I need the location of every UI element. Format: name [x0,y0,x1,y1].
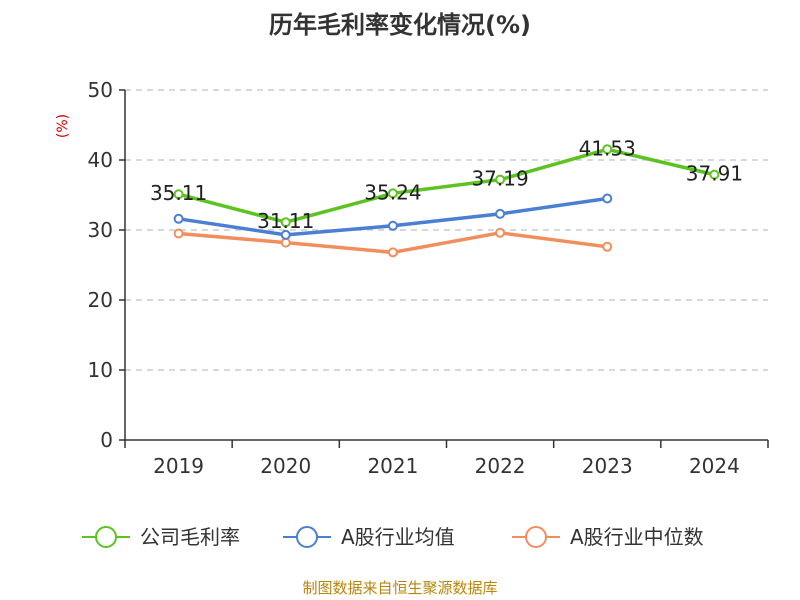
data-point [173,189,184,200]
y-tick-label: 10 [88,358,113,382]
data-labels: 35.11 31.11 35.24 37.19 41.53 37.91 [150,136,743,233]
x-tick-label: 2020 [260,454,311,478]
data-label: 41.53 [579,136,636,160]
legend-item-1: A股行业均值 [283,525,455,549]
legend-label: 公司毛利率 [140,525,240,549]
x-tick-label: 2023 [582,454,633,478]
data-point [495,174,506,185]
x-tick-label: 2022 [475,454,526,478]
data-point [387,188,398,199]
legend-marker [525,526,547,548]
data-point [173,213,184,224]
series-0 [173,144,720,228]
chart-title: 历年毛利率变化情况(%) [269,11,531,39]
legend-label: A股行业均值 [341,525,455,549]
data-label: 31.11 [257,209,314,233]
data-point [602,241,613,252]
data-point [495,208,506,219]
series-layer [173,144,720,258]
legend-item-0: 公司毛利率 [82,525,240,549]
data-label: 37.91 [686,162,743,186]
data-label: 37.19 [471,167,528,191]
legend-item-2: A股行业中位数 [512,525,704,549]
data-point [495,227,506,238]
legend-marker [95,526,117,548]
data-point [387,220,398,231]
y-tick-label: 0 [100,428,113,452]
data-label: 35.24 [364,180,421,204]
x-tick-label: 2019 [153,454,204,478]
y-tick-label: 20 [88,288,113,312]
gridlines [125,89,768,371]
x-tick-label: 2021 [367,454,418,478]
y-tick-label: 50 [88,78,113,102]
y-axis-label: (%) [55,114,71,138]
data-point [602,193,613,204]
legend-marker [296,526,318,548]
source-note: 制图数据来自恒生聚源数据库 [302,579,497,597]
series-line [178,147,715,224]
data-point [280,229,291,240]
legend: 公司毛利率 A股行业均值 A股行业中位数 [82,525,704,549]
data-point [387,247,398,258]
data-point [280,217,291,228]
y-tick-label: 40 [88,148,113,172]
axes: 0 10 20 30 40 50 2019 2020 2021 2022 2023 2024 [88,78,769,478]
legend-label: A股行业中位数 [570,525,704,549]
y-tick-label: 30 [88,218,113,242]
data-point [173,228,184,239]
x-tick-label: 2024 [689,454,740,478]
data-label: 35.11 [150,181,207,205]
data-point [602,144,613,155]
series-1 [173,193,613,240]
series-2 [173,227,613,258]
data-point [709,169,720,180]
